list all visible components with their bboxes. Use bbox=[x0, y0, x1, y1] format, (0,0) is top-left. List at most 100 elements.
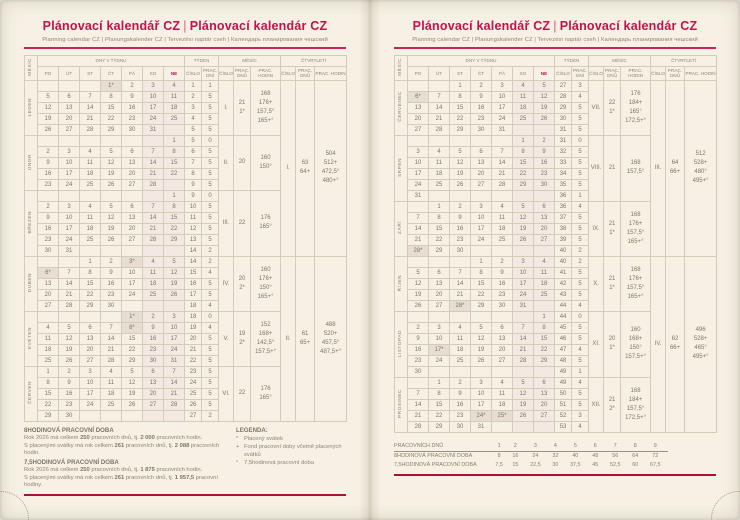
day-cell: 28 bbox=[100, 354, 122, 367]
sum-row-label: 8HODINOVÁ PRACOVNÍ DOBA bbox=[394, 453, 473, 460]
worktime-heading: 7,5HODINOVÁ PRACOVNÍ DOBA bbox=[24, 458, 119, 466]
sum-value-cell: 8 bbox=[497, 453, 501, 460]
month-numeral-cell: VIII. bbox=[588, 134, 605, 202]
day-cell: 13 bbox=[491, 332, 513, 345]
week-workdays-cell: 5 bbox=[201, 167, 220, 180]
quarter-hours-header: PRAC. HODIN bbox=[314, 65, 348, 81]
week-workdays-cell: 5 bbox=[571, 233, 590, 246]
week-row: 5 6 7 8 9 10 11 41 5 bbox=[395, 266, 717, 279]
week-workdays-cell: 4 bbox=[201, 299, 220, 312]
day-cell: 22 bbox=[162, 222, 186, 235]
day-cell: 12 bbox=[121, 376, 143, 389]
week-workdays-cell: 0 bbox=[201, 310, 220, 323]
week-workdays-cell: 0 bbox=[201, 134, 220, 147]
day-cell: 27 bbox=[142, 398, 164, 411]
day-cell bbox=[142, 299, 164, 312]
day-cell: 25 bbox=[491, 233, 513, 246]
day-cell: 30 bbox=[470, 123, 492, 136]
week-row: 21 22 23 24* 25* 26 27 52 3 bbox=[395, 409, 717, 422]
day-cell: 1 bbox=[428, 200, 450, 213]
week-number-header: ČÍSLO bbox=[184, 65, 203, 81]
day-cell bbox=[512, 244, 534, 257]
day-cell: 22 bbox=[532, 343, 556, 356]
day-cell: 6 bbox=[58, 90, 80, 103]
sum-value-cell: 9 bbox=[642, 441, 668, 452]
month-workdays-header: PRAC. DNŮ bbox=[603, 65, 622, 81]
week-number-cell: 9 bbox=[184, 189, 203, 202]
day-cell: 14 bbox=[512, 332, 534, 345]
day-cell: 16 bbox=[37, 222, 59, 235]
month-numeral-cell: XII. bbox=[588, 376, 605, 433]
day-cell: 20 bbox=[121, 167, 143, 180]
day-cell: 16 bbox=[37, 167, 59, 180]
week-workdays-cell: 5 bbox=[571, 266, 590, 279]
legend-item: * Placený svátek bbox=[236, 436, 346, 443]
week-number-cell: 27 bbox=[184, 409, 203, 422]
month-name-label: BŘEZEN bbox=[24, 189, 38, 257]
day-cell: 7 bbox=[79, 90, 101, 103]
week-number-cell: 11 bbox=[184, 211, 203, 224]
day-cell: 3 bbox=[491, 79, 513, 92]
day-cell: 11 bbox=[162, 90, 186, 103]
week-row: LISTOPAD 1 44 0 XI. 20 1* 160 168+ 150° 157,5+° bbox=[394, 310, 717, 378]
day-cell: 27 bbox=[121, 233, 143, 246]
day-cell: 31 bbox=[58, 244, 80, 257]
day-cell bbox=[58, 189, 80, 202]
day-cell: 13 bbox=[79, 332, 101, 345]
day-cell: 1 bbox=[162, 189, 186, 202]
day-cell bbox=[58, 310, 80, 323]
month-hours-cell: 168 176+ 157,5° 165+° bbox=[620, 200, 652, 257]
weekday-header: PO bbox=[407, 65, 429, 81]
title-rule bbox=[394, 47, 716, 49]
month-hours-cell: 168 184+ 157,5° 172,5+° bbox=[620, 376, 652, 433]
day-cell: 7 bbox=[428, 90, 450, 103]
day-cell bbox=[512, 420, 534, 433]
month-group-header: MĚSÍC bbox=[218, 54, 282, 67]
day-cell bbox=[100, 134, 122, 147]
day-cell: 16 bbox=[142, 332, 164, 345]
day-cell: 6* bbox=[37, 266, 59, 279]
day-cell bbox=[100, 409, 122, 422]
week-number-cell: 8 bbox=[184, 167, 203, 180]
day-cell: 13 bbox=[142, 376, 164, 389]
day-cell: 7 bbox=[407, 211, 429, 224]
day-cell: 30 bbox=[142, 354, 164, 367]
week-number-cell: 18 bbox=[184, 299, 203, 312]
day-cell: 6* bbox=[407, 90, 429, 103]
day-cell: 16 bbox=[121, 101, 143, 114]
sum-value-cell: 8 bbox=[627, 441, 643, 452]
day-cell: 26 bbox=[100, 178, 122, 191]
week-number-cell: 35 bbox=[554, 178, 573, 191]
week-number-cell: 45 bbox=[554, 321, 573, 334]
legend-item: ° 7,5hodinová pracovní doba bbox=[236, 460, 346, 467]
day-cell: 24 bbox=[491, 112, 513, 125]
month-workdays-cell: 21 bbox=[603, 134, 622, 202]
week-workdays-cell: 1 bbox=[201, 79, 220, 92]
day-cell: 18 bbox=[100, 387, 122, 400]
day-cell: 20 bbox=[491, 343, 513, 356]
worktime-line: S placenými svátky má rok celkem 261 pra… bbox=[24, 443, 220, 457]
day-cell: 27 bbox=[532, 233, 556, 246]
day-cell: 11 bbox=[449, 332, 471, 345]
day-cell: 7 bbox=[142, 145, 164, 158]
day-cell: 4 bbox=[162, 79, 186, 92]
day-cell: 25 bbox=[37, 354, 59, 367]
day-cell: 5 bbox=[470, 321, 492, 334]
week-row: 22 23 24 25 26 27 28 26 5 bbox=[25, 398, 347, 411]
day-cell: 10 bbox=[512, 266, 534, 279]
week-number-cell: 23 bbox=[184, 365, 203, 378]
week-row: LEDEN 1* 2 3 4 1 1 I. 21 1* 168 176+ 157,5° 165+° I. 63… bbox=[24, 79, 348, 257]
day-cell: 6 bbox=[491, 321, 513, 334]
day-cell: 2 bbox=[449, 200, 471, 213]
week-workdays-cell: 5 bbox=[201, 123, 220, 136]
day-cell: 18 bbox=[142, 277, 164, 290]
day-cell: 10 bbox=[470, 387, 492, 400]
day-cell: 28 bbox=[58, 299, 80, 312]
day-cell: 19 bbox=[58, 343, 80, 356]
month-column-header: MĚSÍC bbox=[24, 54, 38, 81]
day-cell bbox=[100, 310, 122, 323]
day-cell: 22 bbox=[79, 288, 101, 301]
day-cell: 1 bbox=[470, 255, 492, 268]
day-cell: 20 bbox=[532, 222, 556, 235]
day-cell: 27 bbox=[58, 123, 80, 136]
